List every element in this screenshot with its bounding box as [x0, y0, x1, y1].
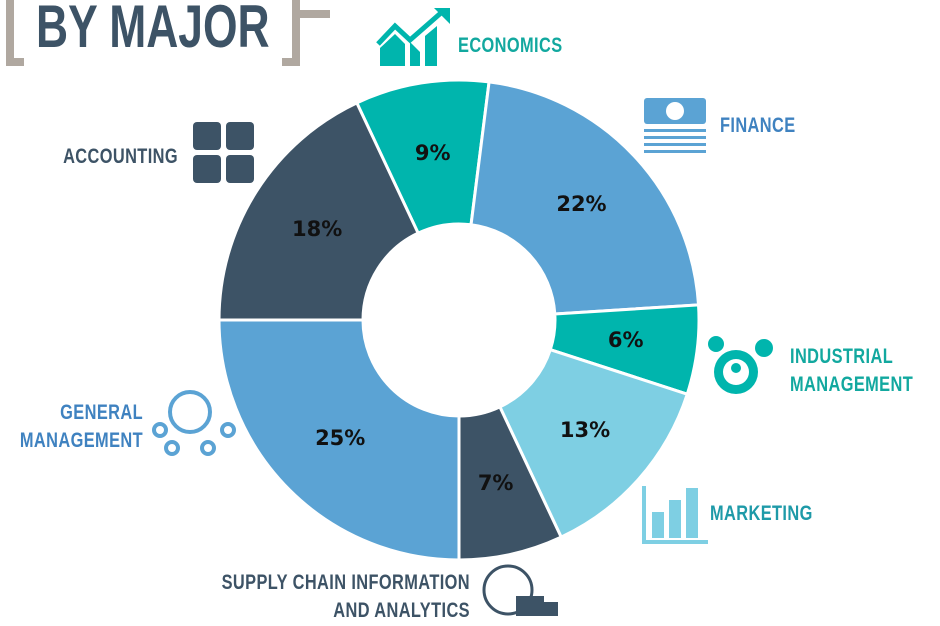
value-label: 7%: [478, 471, 514, 495]
donut-slice: [217, 100, 421, 322]
title-brackets: [6, 0, 330, 66]
general-icon: [152, 390, 236, 456]
value-label: 13%: [560, 418, 610, 442]
supply-icon: [482, 564, 558, 616]
donut-slice: [469, 80, 701, 316]
finance-icon: [644, 98, 706, 153]
accounting-icon: [193, 122, 254, 183]
value-label: 18%: [292, 217, 342, 241]
category-label: INDUSTRIAL MANAGEMENT: [790, 345, 914, 396]
donut-slice: [217, 318, 461, 562]
value-label: 6%: [608, 328, 644, 352]
value-label: 22%: [556, 192, 606, 216]
category-label: ECONOMICS: [458, 34, 563, 57]
category-label: GENERAL MANAGEMENT: [19, 401, 144, 452]
chart-title: BY MAJOR: [36, 0, 270, 60]
category-label: MARKETING: [710, 502, 813, 525]
economics-icon: [376, 8, 450, 66]
industrial-icon: [708, 336, 773, 394]
value-label: 25%: [315, 426, 365, 450]
marketing-icon: [642, 486, 708, 544]
category-label: FINANCE: [720, 114, 796, 137]
donut-slice: [497, 347, 690, 540]
category-label: SUPPLY CHAIN INFORMATION AND ANALYTICS: [221, 571, 470, 622]
value-label: 9%: [415, 141, 451, 165]
category-label: ACCOUNTING: [63, 145, 178, 168]
